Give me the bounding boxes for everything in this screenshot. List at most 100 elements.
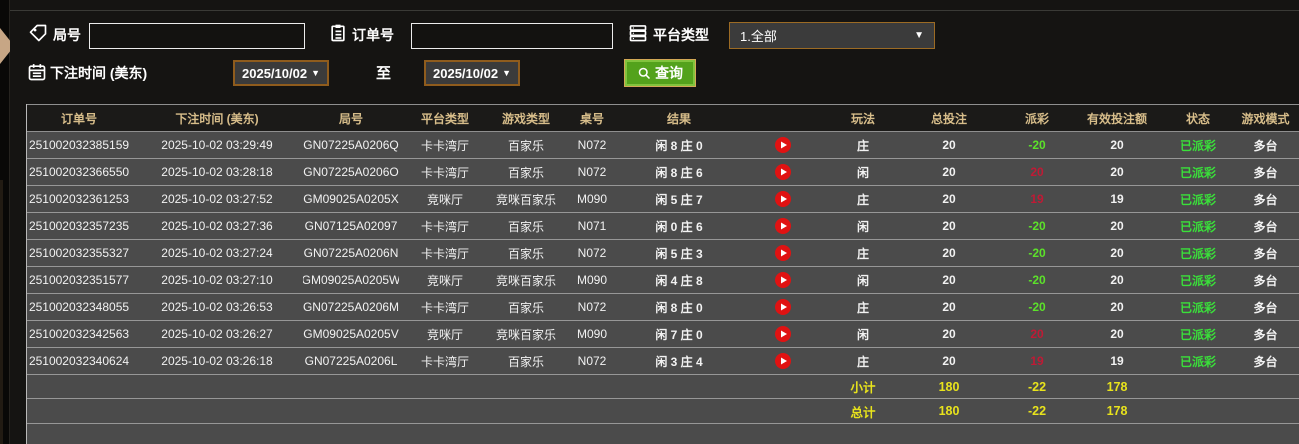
date-to-picker[interactable]: 2025/10/02 ▼ [424, 60, 520, 86]
order-number-label: 订单号 [352, 27, 394, 43]
round-number-label: 局号 [53, 27, 81, 43]
play-video-icon[interactable] [775, 137, 791, 153]
play-video-icon[interactable] [775, 218, 791, 234]
play-video-icon[interactable] [775, 299, 791, 315]
to-label: 至 [376, 65, 392, 82]
tag-icon [28, 23, 48, 43]
round-number-cell: GM09025A0205V [303, 327, 399, 341]
bet-records-table: 订单号 下注时间 (美东) 局号 平台类型 游戏类型 桌号 结果 玩法 总投注 … [26, 104, 1299, 444]
table-number-cell: N072 [577, 246, 607, 260]
result-cell: 闲 8 庄 0 [655, 138, 703, 153]
subtotal-label: 小计 [850, 381, 876, 395]
play-type-cell: 闲 [856, 273, 869, 288]
table-row: 251002032357235 2025-10-02 03:27:36 GN07… [27, 213, 1299, 240]
game-mode-cell: 多台 [1253, 246, 1278, 261]
subtotal-valid: 178 [1106, 379, 1128, 394]
col-header-table: 桌号 [579, 111, 604, 126]
video-replay-cell [735, 240, 831, 266]
video-replay-cell [735, 132, 831, 158]
subtotal-row: 小计 180 -22 178 [27, 375, 1299, 399]
payout-cell: -20 [1028, 219, 1046, 233]
order-number-cell: 251002032340624 [28, 354, 130, 368]
game-mode-cell: 多台 [1253, 165, 1278, 180]
play-video-icon[interactable] [775, 272, 791, 288]
table-row: 251002032351577 2025-10-02 03:27:10 GM09… [27, 267, 1299, 294]
table-row: 251002032348055 2025-10-02 03:26:53 GN07… [27, 294, 1299, 321]
table-row: 251002032361253 2025-10-02 03:27:52 GM09… [27, 186, 1299, 213]
platform-cell: 竞咪厅 [426, 273, 463, 288]
subtotal-payout: -22 [1027, 379, 1047, 394]
play-type-cell: 庄 [856, 246, 869, 261]
date-from-picker[interactable]: 2025/10/02 ▼ [233, 60, 329, 86]
total-bet-cell: 20 [942, 138, 956, 152]
col-header-playtype: 玩法 [850, 111, 875, 126]
valid-bet-cell: 19 [1110, 192, 1124, 206]
table-header-row: 订单号 下注时间 (美东) 局号 平台类型 游戏类型 桌号 结果 玩法 总投注 … [27, 104, 1299, 132]
query-button[interactable]: 查询 [624, 59, 696, 87]
valid-bet-cell: 20 [1110, 138, 1124, 152]
play-type-cell: 闲 [856, 165, 869, 180]
game-type-cell: 百家乐 [507, 246, 544, 261]
game-mode-cell: 多台 [1253, 138, 1278, 153]
col-header-video [735, 105, 831, 131]
play-video-icon[interactable] [775, 245, 791, 261]
table-row: 251002032355327 2025-10-02 03:27:24 GN07… [27, 240, 1299, 267]
play-video-icon[interactable] [775, 191, 791, 207]
platform-cell: 卡卡湾厅 [420, 219, 469, 234]
total-label: 总计 [850, 405, 876, 420]
status-badge: 已派彩 [1179, 219, 1216, 234]
order-number-cell: 251002032348055 [28, 300, 130, 314]
platform-cell: 卡卡湾厅 [420, 300, 469, 315]
order-number-input[interactable] [411, 23, 613, 49]
order-number-cell: 251002032355327 [28, 246, 130, 260]
bet-time-cell: 2025-10-02 03:27:10 [161, 273, 273, 287]
play-type-cell: 庄 [856, 138, 869, 153]
table-number-cell: N071 [577, 219, 607, 233]
payout-cell: -20 [1028, 138, 1046, 152]
game-type-cell: 竞咪百家乐 [495, 327, 556, 342]
chevron-down-icon: ▼ [914, 30, 924, 41]
payout-cell: -20 [1028, 246, 1046, 260]
table-row: 251002032340624 2025-10-02 03:26:18 GN07… [27, 348, 1299, 375]
video-replay-cell [735, 213, 831, 239]
table-number-cell: N072 [577, 300, 607, 314]
game-type-cell: 竞咪百家乐 [495, 192, 556, 207]
query-button-label: 查询 [655, 65, 683, 81]
order-number-cell: 251002032342563 [28, 327, 130, 341]
valid-bet-cell: 20 [1110, 300, 1124, 314]
bet-time-cell: 2025-10-02 03:26:27 [161, 327, 273, 341]
play-video-icon[interactable] [775, 164, 791, 180]
chevron-down-icon: ▼ [311, 68, 320, 78]
game-type-cell: 竞咪百家乐 [495, 273, 556, 288]
total-bet: 180 [938, 404, 960, 418]
table-number-cell: N072 [577, 354, 607, 368]
table-number-cell: N072 [577, 138, 607, 152]
result-cell: 闲 8 庄 6 [655, 165, 703, 180]
table-number-cell: N072 [577, 165, 607, 179]
valid-bet-cell: 20 [1110, 273, 1124, 287]
play-video-icon[interactable] [775, 326, 791, 342]
play-video-icon[interactable] [775, 353, 791, 369]
round-number-cell: GN07225A0206Q [303, 138, 399, 152]
platform-type-select[interactable]: 1.全部 ▼ [729, 22, 935, 49]
status-badge: 已派彩 [1179, 192, 1216, 207]
col-header-order: 订单号 [60, 111, 97, 126]
table-number-cell: M090 [576, 273, 608, 287]
video-replay-cell [735, 159, 831, 185]
play-type-cell: 庄 [856, 300, 869, 315]
game-mode-cell: 多台 [1253, 219, 1278, 234]
platform-cell: 竞咪厅 [426, 327, 463, 342]
status-badge: 已派彩 [1179, 246, 1216, 261]
valid-bet-cell: 19 [1110, 354, 1124, 368]
chevron-down-icon: ▼ [502, 68, 511, 78]
col-header-payout: 派彩 [1024, 111, 1049, 126]
status-badge: 已派彩 [1179, 327, 1216, 342]
order-number-cell: 251002032361253 [28, 192, 130, 206]
col-header-round: 局号 [338, 111, 363, 126]
game-type-cell: 百家乐 [507, 138, 544, 153]
table-body: 251002032385159 2025-10-02 03:29:49 GN07… [27, 132, 1299, 375]
game-mode-cell: 多台 [1253, 273, 1278, 288]
total-bet-cell: 20 [942, 192, 956, 206]
round-number-input[interactable] [89, 23, 305, 49]
